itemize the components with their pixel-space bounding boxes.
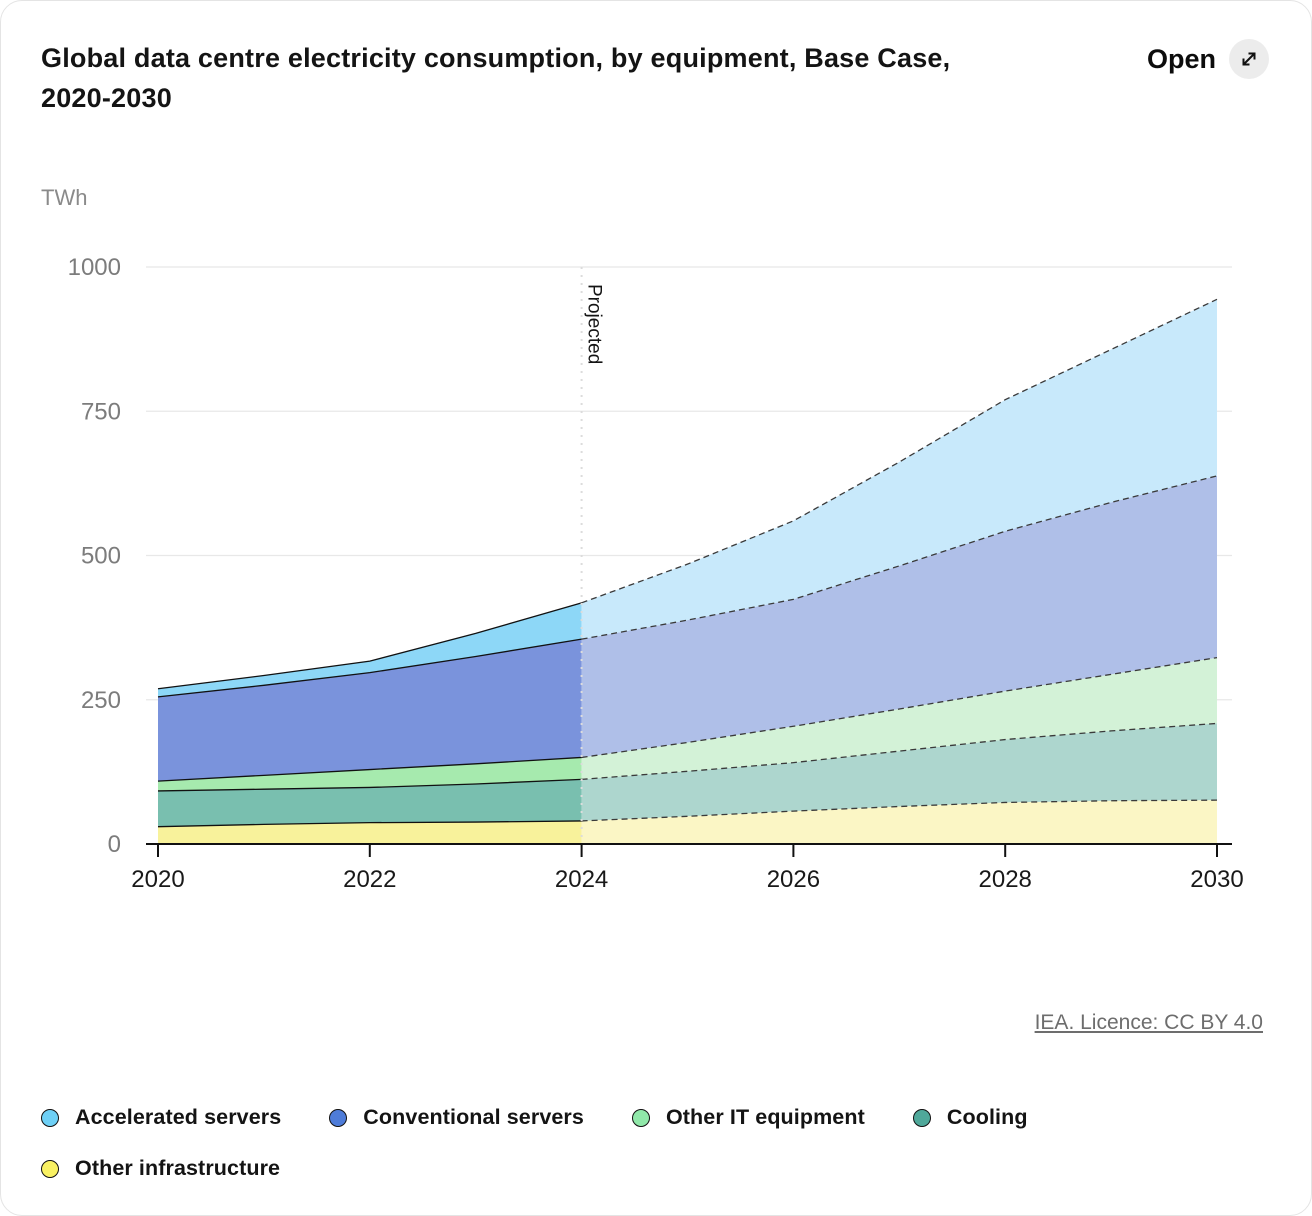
x-tick-label-2022: 2022: [343, 866, 396, 893]
legend-item-accelerated-servers[interactable]: Accelerated servers: [41, 1105, 281, 1130]
y-tick-label-1000: 1000: [68, 254, 121, 281]
y-tick-label-250: 250: [81, 687, 121, 714]
legend-dot-icon: [41, 1108, 59, 1127]
legend-label: Accelerated servers: [75, 1105, 282, 1129]
area-projected-cooling: [581, 723, 1217, 821]
page-title-line1: Global data centre electricity consumpti…: [41, 43, 951, 73]
boundary-historical-cooling: [157, 778, 582, 792]
area-projected-accelerated-servers: [581, 299, 1217, 640]
page-title-line2: 2020-2030: [41, 83, 172, 113]
area-historical-accelerated-servers: [158, 602, 582, 697]
area-historical-conventional-servers: [158, 639, 582, 782]
y-tick-label-500: 500: [81, 543, 121, 570]
boundary-projected-other-it-equipment: [581, 656, 1218, 759]
legend-item-other-infrastructure[interactable]: Other infrastructure: [41, 1156, 280, 1181]
legend-item-other-it-equipment[interactable]: Other IT equipment: [631, 1105, 865, 1130]
area-projected-conventional-servers: [581, 475, 1217, 758]
legend-label: Other infrastructure: [75, 1156, 281, 1180]
legend-item-conventional-servers[interactable]: Conventional servers: [329, 1105, 584, 1130]
legend-item-cooling[interactable]: Cooling: [912, 1105, 1028, 1130]
attribution-link[interactable]: IEA. Licence: CC BY 4.0: [1034, 1011, 1263, 1034]
x-tick-label-2028: 2028: [979, 866, 1032, 893]
area-historical-other-infrastructure: [158, 820, 582, 844]
legend-dot-icon: [631, 1108, 650, 1127]
area-historical-cooling: [158, 779, 582, 827]
legend-label: Conventional servers: [363, 1105, 584, 1129]
x-tick-label-2024: 2024: [555, 866, 608, 893]
y-tick-label-750: 750: [81, 398, 121, 425]
boundary-historical-accelerated-servers: [157, 602, 582, 690]
page-title: Global data centre electricity consumpti…: [41, 38, 1001, 118]
projected-label: Projected: [584, 284, 605, 364]
area-projected-other-it-equipment: [581, 657, 1217, 780]
expand-diagonal-arrow-icon: [1229, 39, 1269, 79]
boundary-historical-conventional-servers: [157, 638, 582, 698]
y-tick-label-0: 0: [108, 831, 121, 858]
legend-label: Cooling: [946, 1105, 1028, 1129]
y-axis-unit-label: TWh: [41, 185, 87, 210]
x-tick-label-2020: 2020: [131, 866, 184, 893]
x-tick-label-2030: 2030: [1190, 866, 1243, 893]
boundary-projected-accelerated-servers: [581, 298, 1218, 604]
boundary-projected-cooling: [581, 722, 1218, 781]
boundary-historical-other-infrastructure: [157, 820, 582, 828]
chart-legend: Accelerated servers Conventional servers O…: [41, 1105, 1271, 1181]
x-tick-label-2026: 2026: [767, 866, 820, 893]
legend-dot-icon: [329, 1108, 348, 1127]
open-button-label: Open: [1146, 43, 1216, 74]
legend-label: Other IT equipment: [665, 1105, 865, 1129]
area-historical-other-it-equipment: [158, 757, 582, 791]
open-button[interactable]: Open: [1147, 39, 1269, 79]
area-projected-other-infrastructure: [581, 800, 1217, 844]
legend-dot-icon: [912, 1108, 931, 1127]
legend-dot-icon: [41, 1159, 59, 1178]
boundary-historical-other-it-equipment: [157, 756, 582, 782]
